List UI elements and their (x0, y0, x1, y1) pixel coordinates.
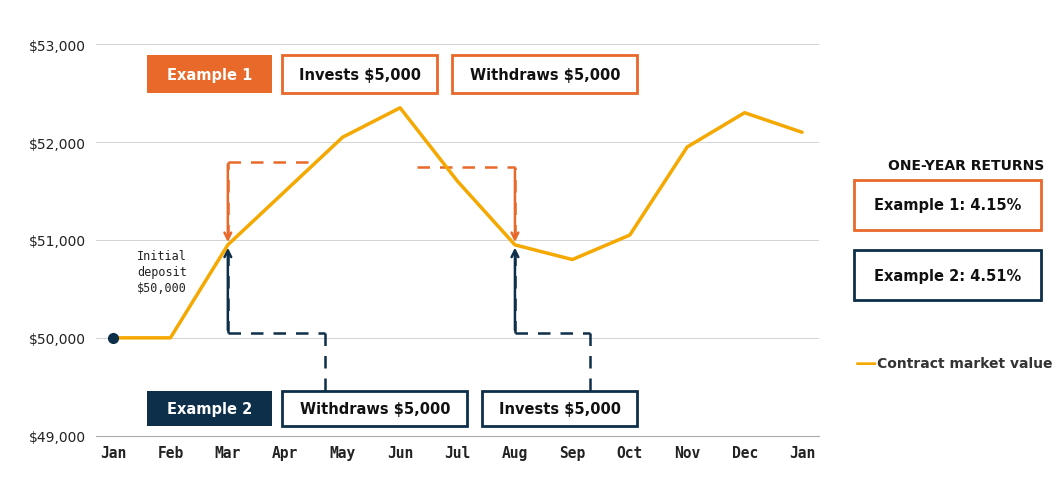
Text: Contract market value: Contract market value (877, 356, 1052, 370)
FancyBboxPatch shape (452, 56, 637, 94)
FancyBboxPatch shape (482, 391, 637, 426)
Text: Invests $5,000: Invests $5,000 (299, 68, 421, 83)
Text: Initial
deposit
$50,000: Initial deposit $50,000 (137, 249, 187, 294)
Text: ONE-YEAR RETURNS: ONE-YEAR RETURNS (888, 158, 1045, 172)
Text: Example 2: 4.51%: Example 2: 4.51% (874, 268, 1021, 283)
FancyBboxPatch shape (148, 391, 272, 426)
Text: Invests $5,000: Invests $5,000 (499, 401, 621, 416)
Text: Example 2: Example 2 (167, 401, 252, 416)
Text: Example 1: Example 1 (167, 68, 252, 83)
FancyBboxPatch shape (282, 391, 467, 426)
FancyBboxPatch shape (282, 56, 437, 94)
Text: —: — (854, 353, 877, 373)
FancyBboxPatch shape (148, 56, 272, 94)
Text: Withdraws $5,000: Withdraws $5,000 (300, 401, 450, 416)
Text: Example 1: 4.15%: Example 1: 4.15% (874, 198, 1021, 213)
Text: Withdraws $5,000: Withdraws $5,000 (469, 68, 620, 83)
